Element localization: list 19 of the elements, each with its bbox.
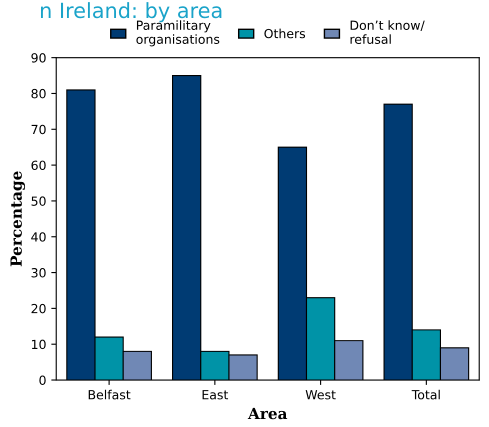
x-tick-label: West <box>306 390 336 400</box>
x-tick-label: Belfast <box>88 390 130 400</box>
y-tick-label: 40 <box>31 232 46 242</box>
x-tick-label: Total <box>412 390 440 400</box>
y-tick-label: 60 <box>31 160 46 170</box>
y-tick-label: 20 <box>32 304 46 314</box>
y-tick-label: 70 <box>32 124 46 134</box>
x-tick-label: East <box>202 390 228 400</box>
x-axis-title: Area <box>248 408 288 420</box>
legend-label: Paramilitary organisations <box>136 20 220 46</box>
y-tick-label: 0 <box>39 376 46 385</box>
y-tick-label: 30 <box>32 268 46 278</box>
y-tick-label: 80 <box>31 88 46 98</box>
y-tick-label: 90 <box>31 53 46 63</box>
legend-label: Don’t know/ refusal <box>350 20 425 44</box>
y-tick-label: 10 <box>32 340 46 350</box>
y-tick-label: 50 <box>32 196 46 206</box>
y-axis-title: Percentage <box>10 171 26 266</box>
legend-label: Others <box>264 28 306 38</box>
